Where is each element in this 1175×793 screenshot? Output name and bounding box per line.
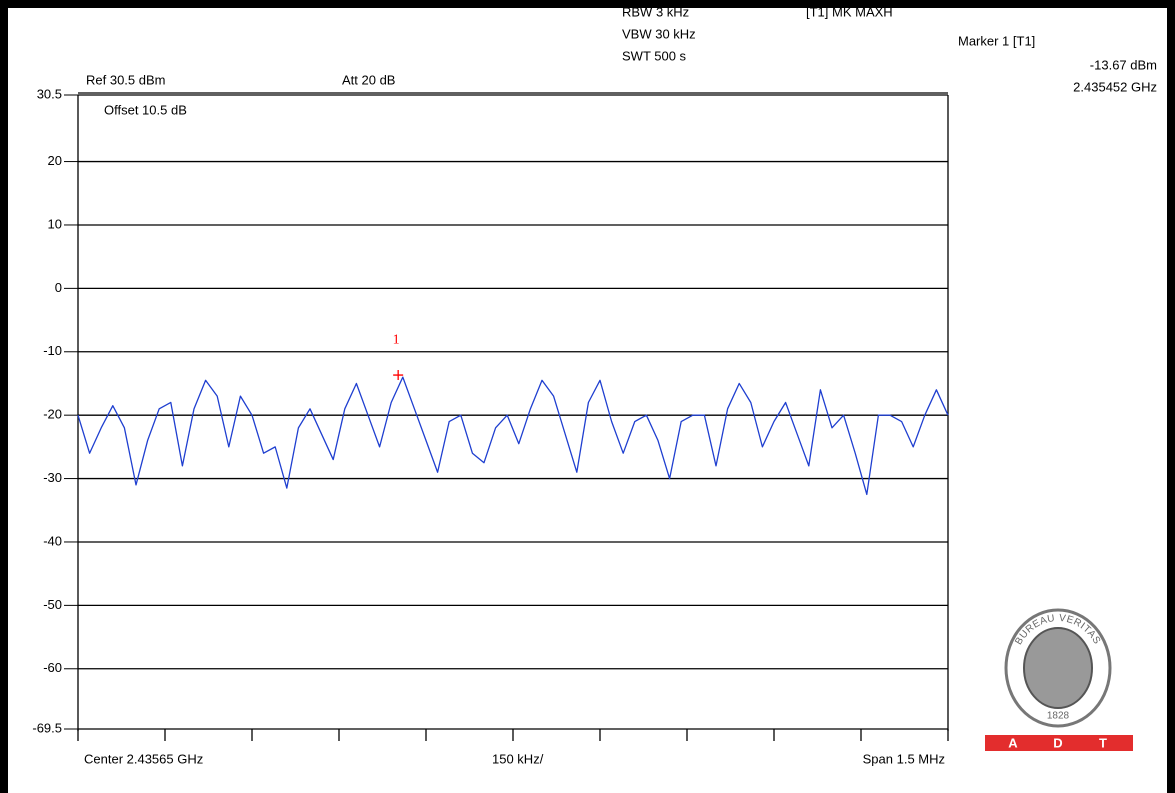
y-tick-label: 0 — [55, 280, 62, 295]
center-frequency: Center 2.43565 GHz — [84, 751, 203, 766]
logo: BUREAU VERITAS 1828 A D T — [985, 608, 1133, 751]
span: Span 1.5 MHz — [863, 751, 945, 766]
offset: Offset 10.5 dB — [104, 102, 187, 117]
y-tick-label: 20 — [48, 153, 62, 168]
logo-year: 1828 — [1047, 711, 1070, 722]
marker-number: 1 — [393, 332, 400, 347]
y-tick-label: -50 — [43, 597, 62, 612]
attenuation: Att 20 dB — [342, 72, 395, 87]
logo-letter: T — [1099, 735, 1107, 750]
marker-title: Marker 1 [T1] — [958, 33, 1035, 48]
marker-level: -13.67 dBm — [1090, 57, 1157, 72]
frame-left — [0, 0, 8, 793]
ref-level: Ref 30.5 dBm — [86, 72, 166, 87]
y-tick-label: -10 — [43, 343, 62, 358]
y-tick-label: -69.5 — [32, 720, 62, 735]
vbw: VBW 30 kHz — [622, 26, 696, 41]
frame-right — [1167, 0, 1175, 793]
logo-letter: A — [1008, 735, 1018, 750]
division: 150 kHz/ — [492, 751, 544, 766]
y-tick-label: -40 — [43, 533, 62, 548]
rbw: RBW 3 kHz — [622, 4, 689, 19]
trace — [77, 376, 949, 496]
marker-frequency: 2.435452 GHz — [1073, 79, 1157, 94]
logo-ring — [1004, 608, 1112, 728]
y-tick-label: -30 — [43, 470, 62, 485]
logo-bar — [985, 735, 1133, 751]
trace-mode: [T1] MK MAXH — [806, 4, 893, 19]
frame-top — [0, 0, 1175, 8]
y-tick-label: -60 — [43, 660, 62, 675]
y-tick-label: 30.5 — [37, 86, 62, 101]
logo-letter: D — [1053, 735, 1062, 750]
logo-seal — [1023, 627, 1093, 709]
swt: SWT 500 s — [622, 48, 687, 63]
marker-cross — [393, 370, 404, 381]
y-tick-label: 10 — [48, 216, 62, 231]
y-tick-label: -20 — [43, 407, 62, 422]
